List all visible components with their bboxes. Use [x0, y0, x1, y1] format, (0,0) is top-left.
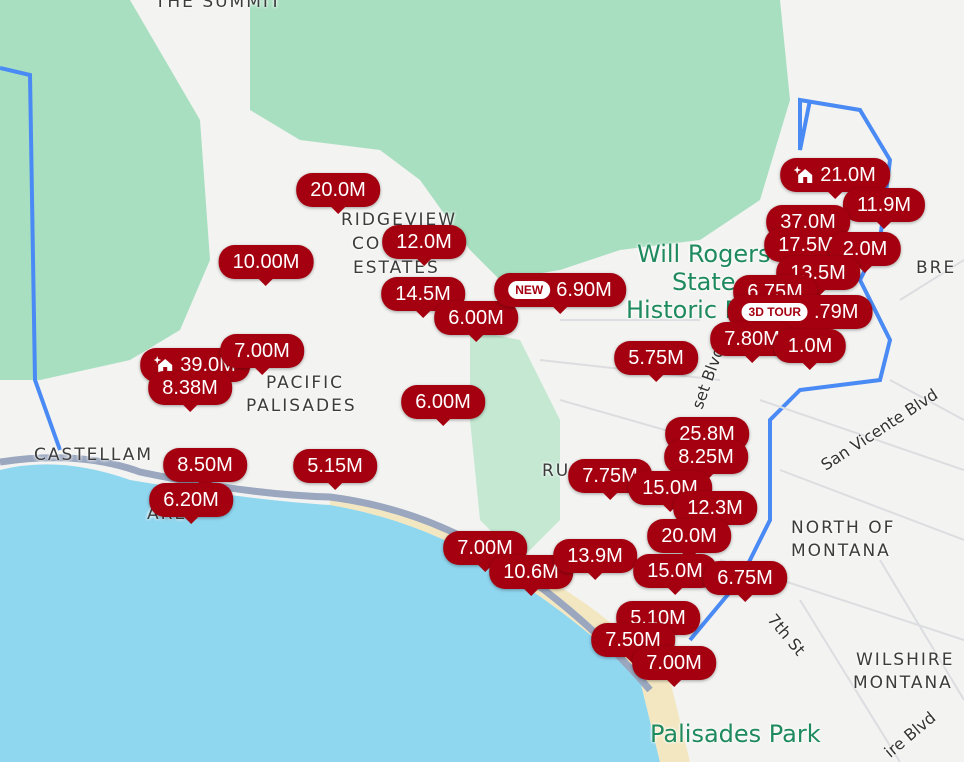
price-marker[interactable]: 37.0M	[766, 205, 850, 246]
marker-price: 13.9M	[567, 545, 623, 567]
price-marker[interactable]: 20.0M	[296, 173, 380, 214]
place-label-north-of: NORTH OF	[791, 518, 896, 538]
marker-price: 5.75M	[628, 347, 684, 369]
marker-price: 5.15M	[307, 455, 363, 477]
marker-price: 7.50M	[605, 629, 661, 651]
place-label-castellammare: CASTELLAM	[34, 445, 154, 465]
place-label-pacific: PACIFIC	[266, 373, 345, 393]
marker-price: 25.8M	[679, 423, 735, 445]
marker-price: 7.00M	[646, 652, 702, 674]
price-marker[interactable]: 6.20M	[149, 483, 233, 524]
marker-price: 8.50M	[177, 454, 233, 476]
price-marker[interactable]: 12.0M	[382, 225, 466, 266]
place-label-palisades: PALISADES	[246, 396, 357, 416]
mountains-park	[0, 0, 210, 380]
marker-price: 6.00M	[415, 391, 471, 413]
listing-badge: 3D TOUR	[741, 303, 808, 321]
price-marker[interactable]: 7.00M	[220, 334, 304, 375]
marker-price: 20.0M	[310, 179, 366, 201]
place-label-montana-2: MONTANA	[853, 673, 953, 693]
place-label-the-summit: THE SUMMIT	[155, 0, 283, 12]
new-home-icon	[794, 166, 813, 183]
price-marker[interactable]: 8.38M	[148, 371, 232, 412]
marker-price: 7.00M	[457, 537, 513, 559]
price-marker[interactable]: 14.5M	[381, 277, 465, 318]
price-marker[interactable]: 3D TOUR .79M	[727, 295, 873, 336]
place-label-wilshire: WILSHIRE	[856, 650, 955, 670]
price-marker[interactable]: 13.9M	[553, 539, 637, 580]
marker-price: 7.00M	[234, 340, 290, 362]
place-label-brentwood: BRE	[916, 258, 957, 278]
price-marker[interactable]: 1.0M	[773, 329, 847, 370]
beach	[330, 495, 690, 762]
price-marker[interactable]: 5.75M	[614, 341, 698, 382]
price-marker[interactable]: 15.0M	[633, 554, 717, 595]
place-label-montana: MONTANA	[791, 541, 891, 561]
price-marker[interactable]: 7.80M	[710, 322, 794, 363]
pch-road	[0, 454, 653, 693]
marker-price: .79M	[813, 301, 859, 323]
marker-price: 11.9M	[856, 194, 912, 216]
price-marker[interactable]: 10.6M	[489, 555, 573, 596]
marker-price: 10.6M	[503, 561, 559, 583]
marker-price: 6.90M	[556, 279, 612, 301]
price-marker[interactable]: 5.15M	[293, 449, 377, 490]
price-marker[interactable]: 21.0M	[780, 158, 890, 199]
marker-price: 21.0M	[820, 164, 876, 186]
park-label-state: State	[672, 268, 736, 296]
marker-price: 6.75M	[717, 567, 773, 589]
price-marker[interactable]: NEW 6.90M	[494, 273, 626, 314]
price-marker[interactable]: 8.25M	[664, 440, 748, 481]
listing-badge: NEW	[508, 281, 551, 299]
price-marker[interactable]: 20.0M	[647, 519, 731, 560]
marker-price: 10.00M	[232, 251, 300, 273]
ocean	[0, 464, 660, 762]
price-marker[interactable]: 10.00M	[218, 245, 314, 286]
marker-price: 6.00M	[448, 307, 504, 329]
marker-price: 20.0M	[661, 525, 717, 547]
price-marker[interactable]: 8.50M	[163, 448, 247, 489]
place-label-rustic: RU	[542, 461, 571, 481]
price-marker[interactable]: 12.3M	[673, 491, 757, 532]
place-label-country: CO	[352, 234, 382, 254]
marker-price: 12.0M	[396, 231, 452, 253]
price-marker[interactable]: 11.9M	[842, 188, 926, 229]
price-marker[interactable]: 6.00M	[401, 385, 485, 426]
park-label-will-rogers: Will Rogers	[637, 240, 771, 268]
place-label-estates: ESTATES	[353, 258, 440, 278]
park-area	[250, 0, 790, 280]
price-marker[interactable]: 6.00M	[434, 301, 518, 342]
marker-price: 1.0M	[787, 335, 833, 357]
marker-price: 17.5M	[778, 234, 834, 256]
marker-price: 15.0M	[647, 560, 703, 582]
marker-price: 12.3M	[687, 497, 743, 519]
marker-price: 14.5M	[395, 283, 451, 305]
park-label-historic: Historic P	[626, 296, 740, 324]
city-boundary	[0, 66, 893, 642]
park-label-palisades-park: Palisades Park	[650, 720, 821, 748]
marker-price: 8.25M	[678, 446, 734, 468]
marker-price: 6.20M	[163, 489, 219, 511]
price-marker[interactable]: 6.75M	[703, 561, 787, 602]
marker-price: 2.0M	[842, 238, 888, 260]
new-home-icon	[154, 356, 173, 373]
price-marker[interactable]: 7.00M	[632, 646, 716, 687]
rustic-park	[470, 330, 560, 560]
marker-price: 8.38M	[162, 377, 218, 399]
marker-price: 7.80M	[724, 328, 780, 350]
marker-price: 7.75M	[582, 465, 638, 487]
price-marker[interactable]: 15.0M	[628, 471, 712, 512]
marker-price: 37.0M	[780, 211, 836, 233]
